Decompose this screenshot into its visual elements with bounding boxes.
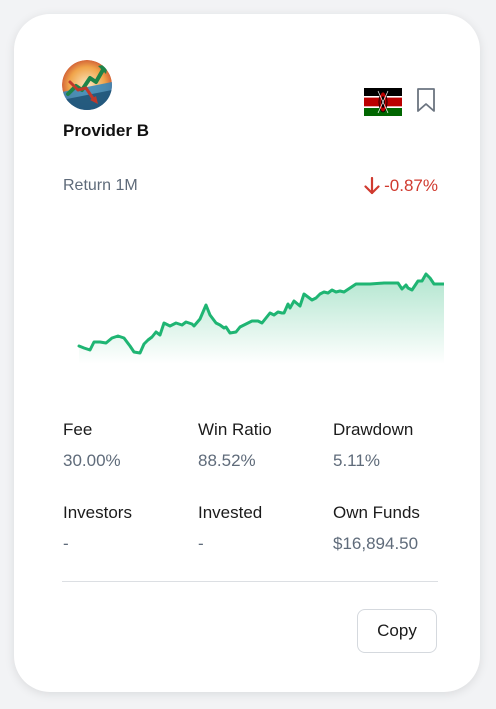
stat-value: - [198,534,204,553]
stat-label: Own Funds [333,503,420,522]
kenya-flag-icon [364,88,402,116]
divider [62,581,438,582]
stat-label: Drawdown [333,420,414,439]
provider-name: Provider B [63,121,149,140]
stat-label: Win Ratio [198,420,272,439]
sparkline-area [79,274,444,364]
stat-value: 5.11% [333,451,380,470]
stat-drawdown: Drawdown 5.11% [333,420,463,471]
stat-label: Investors [63,503,132,522]
provider-avatar [62,60,112,110]
stat-value: 30.00% [63,451,121,470]
stat-fee: Fee 30.00% [63,420,193,471]
copy-button[interactable]: Copy [357,609,437,653]
stat-win-ratio: Win Ratio 88.52% [198,420,328,471]
stat-label: Invested [198,503,263,522]
stat-investors: Investors - [63,503,193,554]
return-value-text: -0.87% [384,176,438,195]
stat-value: - [63,534,69,553]
arrow-down-icon [364,177,380,195]
bookmark-icon[interactable] [416,87,436,113]
stat-label: Fee [63,420,93,439]
return-value: -0.87% [364,176,438,196]
stat-own-funds: Own Funds $16,894.50 [333,503,463,554]
stat-value: 88.52% [198,451,256,470]
return-sparkline-chart [77,272,444,364]
stat-value: $16,894.50 [333,534,419,553]
trading-chart-logo-icon [62,60,112,110]
stat-invested: Invested - [198,503,328,554]
provider-card: Provider B Return 1M -0.87% [14,14,480,692]
return-period-label: Return 1M [63,177,138,194]
sparkline-line [77,272,444,355]
